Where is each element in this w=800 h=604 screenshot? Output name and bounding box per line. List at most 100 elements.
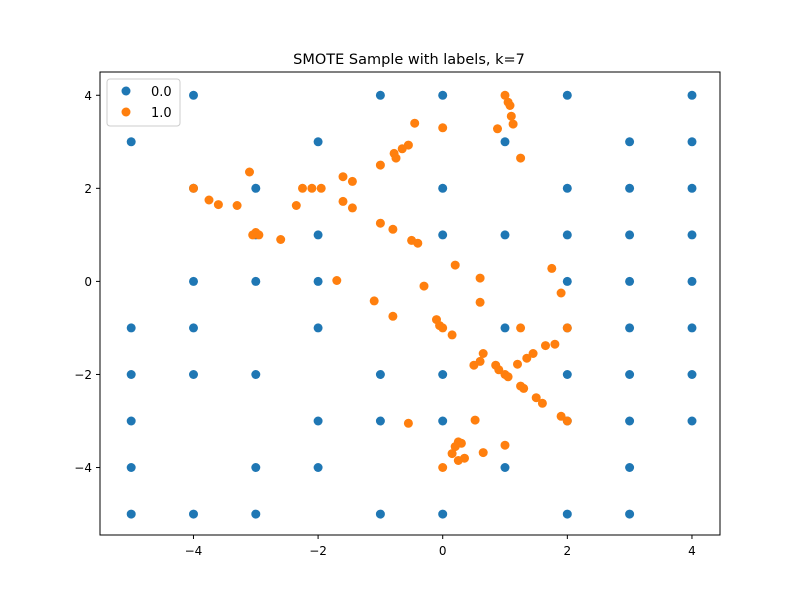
- data-point-series-0-11: [251, 183, 261, 193]
- data-point-series-0-9: [687, 137, 697, 147]
- data-point-series-0-25: [313, 276, 323, 286]
- data-point-series-1-59: [494, 365, 504, 375]
- data-point-series-1-78: [438, 463, 448, 472]
- data-point-series-0-44: [126, 416, 136, 426]
- data-point-series-0-0: [189, 90, 198, 100]
- data-point-series-1-51: [528, 349, 538, 358]
- data-point-series-0-53: [313, 463, 323, 472]
- data-point-series-0-58: [251, 509, 261, 519]
- data-point-series-1-21: [204, 195, 214, 205]
- legend-marker-0: [121, 86, 131, 96]
- data-point-series-1-19: [307, 183, 317, 193]
- data-point-series-0-20: [562, 230, 572, 240]
- data-point-series-1-0: [500, 90, 510, 100]
- points-layer: [126, 90, 697, 519]
- data-point-series-1-32: [276, 235, 286, 244]
- data-point-series-0-22: [687, 230, 697, 240]
- data-point-series-0-34: [625, 323, 635, 333]
- data-point-series-0-29: [126, 323, 136, 333]
- data-point-series-0-30: [189, 323, 198, 333]
- data-point-series-1-56: [541, 341, 550, 351]
- data-point-series-1-20: [316, 183, 326, 193]
- data-point-series-0-45: [313, 416, 323, 426]
- data-point-series-0-17: [313, 230, 323, 240]
- data-point-series-0-6: [313, 137, 323, 147]
- data-point-series-1-37: [332, 276, 342, 285]
- data-point-series-1-7: [410, 118, 420, 128]
- data-point-series-1-67: [562, 416, 572, 426]
- data-point-series-1-61: [503, 372, 513, 382]
- data-point-series-1-74: [447, 449, 457, 459]
- data-point-series-1-39: [547, 263, 557, 273]
- data-point-series-1-49: [562, 323, 572, 333]
- data-point-series-1-68: [470, 415, 480, 425]
- data-point-series-1-26: [347, 203, 357, 213]
- data-point-series-0-8: [625, 137, 635, 147]
- data-point-series-1-10: [397, 144, 407, 154]
- data-point-series-0-40: [438, 370, 448, 379]
- data-point-series-0-18: [438, 230, 448, 240]
- data-point-series-1-64: [531, 393, 541, 403]
- data-point-series-0-15: [687, 183, 697, 193]
- data-point-series-1-65: [537, 398, 547, 408]
- data-point-series-1-50: [478, 349, 488, 358]
- data-point-series-1-30: [254, 230, 264, 240]
- data-point-series-0-49: [625, 416, 635, 426]
- data-point-series-0-59: [375, 509, 385, 519]
- data-point-series-1-75: [478, 448, 488, 458]
- data-point-series-0-31: [313, 323, 323, 333]
- data-point-series-1-14: [245, 167, 254, 177]
- data-point-series-0-46: [375, 416, 385, 426]
- data-point-series-0-50: [687, 416, 697, 426]
- y-tick-label-1: −2: [74, 368, 92, 382]
- x-tick-label-0: −4: [185, 544, 203, 558]
- data-point-series-1-77: [453, 456, 463, 465]
- x-tick-label-2: 0: [439, 544, 447, 558]
- data-point-series-1-73: [500, 440, 510, 450]
- data-point-series-0-56: [126, 509, 136, 519]
- data-point-series-0-61: [562, 509, 572, 519]
- data-point-series-1-41: [369, 296, 379, 306]
- data-point-series-0-14: [625, 183, 635, 193]
- data-point-series-1-54: [469, 360, 479, 370]
- data-point-series-0-38: [251, 370, 261, 379]
- data-point-series-0-4: [687, 90, 697, 100]
- data-point-series-1-69: [403, 418, 413, 428]
- data-point-series-1-5: [493, 124, 502, 134]
- data-point-series-0-28: [687, 276, 697, 286]
- y-tick-label-3: 2: [84, 182, 92, 196]
- data-point-series-1-52: [522, 353, 532, 363]
- y-tick-label-2: 0: [84, 275, 92, 289]
- chart-title: SMOTE Sample with labels, k=7: [293, 52, 525, 68]
- data-point-series-1-36: [475, 273, 485, 283]
- data-point-series-0-12: [438, 183, 448, 193]
- data-point-series-0-5: [126, 137, 136, 147]
- data-point-series-1-3: [506, 111, 516, 121]
- data-point-series-1-57: [550, 339, 560, 349]
- data-point-series-0-57: [189, 509, 198, 519]
- data-point-series-1-17: [189, 183, 198, 193]
- data-point-series-1-6: [516, 153, 526, 163]
- data-point-series-1-38: [419, 281, 429, 291]
- data-point-series-1-8: [438, 123, 448, 133]
- data-point-series-0-21: [625, 230, 635, 240]
- x-tick-label-3: 2: [564, 544, 572, 558]
- legend-marker-1: [121, 107, 131, 117]
- data-point-series-0-1: [375, 90, 385, 100]
- data-point-series-0-42: [625, 370, 635, 379]
- data-point-series-1-13: [375, 160, 385, 170]
- data-point-series-1-12: [391, 153, 401, 163]
- data-point-series-1-25: [338, 196, 348, 206]
- data-point-series-1-48: [516, 323, 526, 333]
- data-point-series-0-39: [375, 370, 385, 379]
- data-point-series-1-15: [338, 172, 348, 182]
- data-point-series-1-23: [232, 201, 242, 210]
- data-point-series-1-34: [413, 238, 423, 248]
- data-point-series-1-47: [447, 330, 457, 340]
- legend-label-0: 0.0: [151, 85, 172, 100]
- data-point-series-1-72: [450, 442, 460, 452]
- data-point-series-0-37: [189, 370, 198, 379]
- plot-frame: [99, 71, 721, 536]
